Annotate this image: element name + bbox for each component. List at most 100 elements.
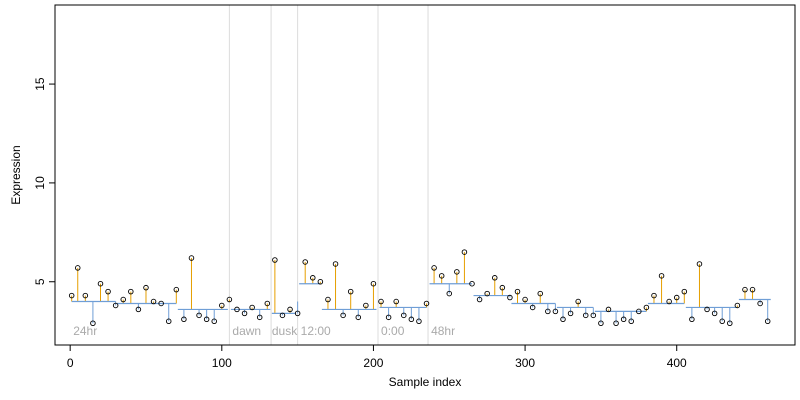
data-point bbox=[165, 318, 172, 325]
data-point bbox=[393, 298, 399, 305]
x-axis: 0 100 200 300 400 bbox=[67, 345, 687, 370]
x-tick-label: 400 bbox=[667, 356, 687, 370]
data-point bbox=[150, 298, 157, 305]
data-point bbox=[711, 310, 718, 317]
data-point bbox=[272, 257, 278, 263]
data-point bbox=[302, 259, 308, 265]
data-points bbox=[68, 249, 771, 327]
data-point bbox=[522, 296, 528, 303]
data-point bbox=[507, 294, 513, 301]
data-point bbox=[317, 278, 324, 285]
data-point bbox=[620, 316, 627, 323]
data-point bbox=[560, 316, 566, 323]
data-point bbox=[294, 310, 301, 317]
data-point bbox=[310, 275, 316, 281]
y-axis: 5 10 15 bbox=[33, 77, 55, 285]
data-point bbox=[590, 312, 597, 319]
data-point bbox=[82, 292, 89, 299]
baseline-segments bbox=[71, 283, 771, 314]
separator-lines bbox=[228, 5, 429, 345]
data-point bbox=[385, 314, 392, 321]
data-point bbox=[234, 306, 240, 313]
condition-label: 0:00 bbox=[381, 324, 405, 338]
data-point bbox=[264, 300, 271, 307]
data-point bbox=[219, 302, 225, 309]
data-point bbox=[484, 290, 490, 297]
data-point bbox=[613, 320, 619, 327]
data-point bbox=[454, 269, 460, 275]
data-point bbox=[68, 292, 75, 299]
data-point bbox=[287, 306, 293, 313]
data-point bbox=[90, 320, 96, 327]
data-point bbox=[105, 288, 111, 295]
x-tick-label: 100 bbox=[212, 356, 232, 370]
data-point bbox=[742, 286, 748, 293]
y-tick-label: 15 bbox=[33, 77, 47, 91]
x-tick-label: 300 bbox=[515, 356, 535, 370]
data-point bbox=[226, 296, 233, 303]
data-point bbox=[416, 318, 422, 325]
condition-label: 24hr bbox=[73, 324, 97, 338]
data-point bbox=[651, 292, 657, 299]
condition-label: dawn bbox=[232, 324, 261, 338]
data-point bbox=[598, 320, 604, 327]
data-point bbox=[734, 302, 741, 309]
data-point bbox=[370, 280, 377, 287]
data-point bbox=[545, 308, 551, 315]
data-point bbox=[469, 280, 475, 287]
data-point bbox=[173, 286, 180, 293]
data-point bbox=[567, 310, 574, 317]
data-point bbox=[355, 314, 362, 321]
data-point bbox=[196, 312, 202, 319]
data-point bbox=[749, 286, 756, 293]
condition-annotations: 24hr dawn dusk 12:00 0:00 48hr bbox=[73, 324, 455, 338]
data-point bbox=[181, 316, 187, 323]
data-point bbox=[673, 294, 680, 301]
data-point bbox=[658, 273, 665, 279]
data-point bbox=[431, 265, 437, 271]
data-point bbox=[689, 316, 695, 323]
condition-label: 48hr bbox=[431, 324, 455, 338]
data-point bbox=[74, 265, 81, 271]
data-point bbox=[120, 296, 126, 303]
data-point bbox=[408, 316, 415, 323]
data-point bbox=[340, 312, 346, 319]
data-point bbox=[666, 298, 672, 305]
data-point bbox=[378, 298, 384, 305]
data-point bbox=[492, 275, 498, 281]
data-point bbox=[256, 314, 263, 321]
data-point bbox=[203, 316, 210, 323]
data-point bbox=[363, 302, 369, 309]
data-point bbox=[476, 296, 483, 303]
data-point bbox=[764, 318, 771, 325]
data-point bbox=[582, 312, 589, 319]
data-point bbox=[605, 306, 612, 313]
x-axis-title: Sample index bbox=[389, 375, 462, 389]
data-point bbox=[643, 304, 650, 311]
data-point bbox=[727, 320, 733, 327]
data-point bbox=[681, 288, 688, 295]
data-point bbox=[188, 255, 195, 261]
data-point bbox=[438, 273, 445, 279]
data-point bbox=[128, 288, 134, 295]
y-tick-label: 5 bbox=[33, 278, 47, 285]
data-point bbox=[757, 300, 763, 307]
data-point bbox=[704, 306, 710, 313]
data-point bbox=[529, 304, 536, 311]
data-point bbox=[696, 261, 703, 267]
data-point bbox=[514, 288, 521, 295]
data-point bbox=[537, 290, 543, 297]
condition-label: dusk bbox=[272, 324, 298, 338]
data-point bbox=[423, 300, 430, 307]
data-point bbox=[279, 312, 286, 319]
data-point bbox=[719, 318, 725, 325]
data-point bbox=[332, 261, 339, 267]
data-point bbox=[135, 306, 142, 313]
data-point bbox=[347, 288, 354, 295]
data-point bbox=[158, 300, 164, 307]
data-point bbox=[249, 304, 255, 311]
data-point bbox=[552, 308, 559, 315]
x-tick-label: 200 bbox=[363, 356, 383, 370]
data-point bbox=[241, 310, 248, 317]
